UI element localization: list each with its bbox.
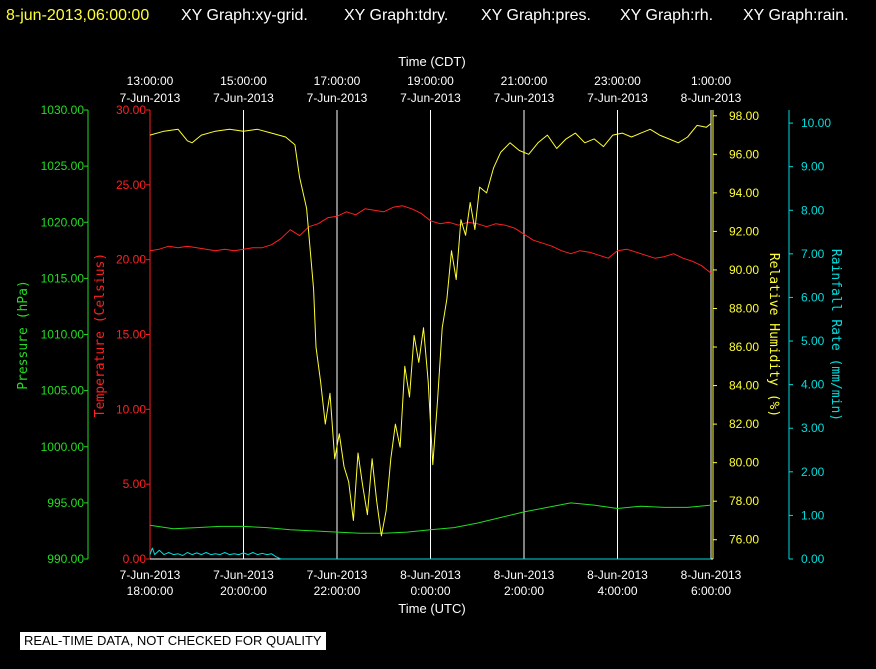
x-bottom-tick-time: 6:00:00 [691, 584, 731, 598]
rainfall-tick-label: 9.00 [801, 160, 825, 174]
x-bottom-tick-date: 8-Jun-2013 [587, 568, 648, 582]
temperature-tick-label: 10.00 [116, 402, 146, 416]
x-top-tick-date: 7-Jun-2013 [587, 91, 648, 105]
x-top-tick-date: 8-Jun-2013 [681, 91, 742, 105]
x-top-tick-date: 7-Jun-2013 [120, 91, 181, 105]
rainfall-tick-label: 1.00 [801, 508, 825, 522]
x-top-tick-date: 7-Jun-2013 [494, 91, 555, 105]
pressure-tick-label: 1015.00 [41, 271, 85, 285]
axes [84, 109, 793, 560]
humidity-tick-label: 78.00 [729, 494, 759, 508]
rainfall-tick-label: 4.00 [801, 378, 825, 392]
x-top-tick-time: 13:00:00 [127, 74, 174, 88]
x-bottom-tick-date: 8-Jun-2013 [681, 568, 742, 582]
humidity-tick-label: 82.00 [729, 417, 759, 431]
humidity-tick-label: 92.00 [729, 224, 759, 238]
grid-lines [149, 110, 712, 559]
series-lines [149, 123, 712, 560]
rainfall-tick-label: 8.00 [801, 203, 825, 217]
pressure-tick-label: 1000.00 [41, 440, 85, 454]
header-timestamp: 8-jun-2013,06:00:00 [6, 7, 149, 24]
x-bottom-tick-date: 8-Jun-2013 [494, 568, 555, 582]
pressure-tick-label: 995.00 [47, 496, 84, 510]
temperature-tick-label: 30.00 [116, 103, 146, 117]
x-top-tick-date: 7-Jun-2013 [400, 91, 461, 105]
pressure-tick-label: 1010.00 [41, 328, 85, 342]
rainfall-axis-title: Rainfall Rate (mm/min) [828, 249, 843, 421]
rainfall-tick-label: 7.00 [801, 247, 825, 261]
header-graph-xy-grid: XY Graph:xy-grid. [181, 7, 308, 24]
rainfall-tick-label: 0.00 [801, 552, 825, 566]
temperature-series-line [149, 205, 712, 274]
rainfall-tick-label: 3.00 [801, 421, 825, 435]
x-bottom-tick-time: 2:00:00 [504, 584, 544, 598]
x-top-axis-title: Time (CDT) [398, 54, 465, 69]
pressure-series-line [149, 502, 712, 534]
temperature-tick-label: 25.00 [116, 178, 146, 192]
x-bottom-tick-date: 7-Jun-2013 [120, 568, 181, 582]
humidity-tick-label: 80.00 [729, 456, 759, 470]
tick-labels: 7-Jun-2013 18:00:00 13:00:00 7-Jun-2013 7-Ju… [41, 74, 832, 598]
temperature-tick-label: 5.00 [123, 477, 147, 491]
humidity-tick-label: 88.00 [729, 301, 759, 315]
x-top-tick-time: 23:00:00 [594, 74, 641, 88]
x-top-tick-time: 17:00:00 [314, 74, 361, 88]
x-bottom-tick-date: 8-Jun-2013 [400, 568, 461, 582]
x-top-tick-time: 19:00:00 [407, 74, 454, 88]
rainfall-series-line [149, 547, 711, 560]
header-graph-tdry: XY Graph:tdry. [344, 7, 448, 24]
pressure-tick-label: 990.00 [47, 552, 84, 566]
x-bottom-tick-time: 18:00:00 [127, 584, 174, 598]
rainfall-tick-label: 2.00 [801, 465, 825, 479]
pressure-tick-label: 1025.00 [41, 159, 85, 173]
x-bottom-tick-time: 20:00:00 [220, 584, 267, 598]
humidity-axis-title: Relative Humidity (%) [766, 253, 781, 417]
humidity-series-line [149, 123, 712, 537]
temperature-axis-title: Temperature (Celsius) [93, 253, 108, 417]
x-bottom-tick-time: 0:00:00 [410, 584, 450, 598]
x-bottom-tick-time: 22:00:00 [314, 584, 361, 598]
temperature-tick-label: 0.00 [123, 552, 147, 566]
pressure-tick-label: 1030.00 [41, 103, 85, 117]
x-bottom-tick-date: 7-Jun-2013 [213, 568, 274, 582]
humidity-tick-label: 94.00 [729, 186, 759, 200]
pressure-tick-label: 1005.00 [41, 384, 85, 398]
pressure-tick-label: 1020.00 [41, 215, 85, 229]
humidity-tick-label: 90.00 [729, 263, 759, 277]
temperature-tick-label: 20.00 [116, 253, 146, 267]
humidity-tick-label: 86.00 [729, 340, 759, 354]
header-graph-pres: XY Graph:pres. [481, 7, 591, 24]
humidity-tick-label: 76.00 [729, 533, 759, 547]
rainfall-tick-label: 10.00 [801, 116, 831, 130]
humidity-tick-label: 98.00 [729, 109, 759, 123]
header-graph-rh: XY Graph:rh. [620, 7, 713, 24]
x-top-tick-time: 21:00:00 [501, 74, 548, 88]
temperature-tick-label: 15.00 [116, 328, 146, 342]
x-top-tick-date: 7-Jun-2013 [213, 91, 274, 105]
x-top-tick-time: 1:00:00 [691, 74, 731, 88]
x-bottom-tick-date: 7-Jun-2013 [307, 568, 368, 582]
header-graph-rain: XY Graph:rain. [743, 7, 849, 24]
x-top-tick-time: 15:00:00 [220, 74, 267, 88]
humidity-tick-label: 96.00 [729, 147, 759, 161]
humidity-tick-label: 84.00 [729, 379, 759, 393]
x-bottom-tick-time: 4:00:00 [597, 584, 637, 598]
pressure-axis-title: Pressure (hPa) [16, 280, 31, 390]
x-top-tick-date: 7-Jun-2013 [307, 91, 368, 105]
quality-notice: REAL-TIME DATA, NOT CHECKED FOR QUALITY [20, 632, 326, 650]
x-bottom-axis-title: Time (UTC) [398, 601, 465, 616]
rainfall-tick-label: 5.00 [801, 334, 825, 348]
rainfall-tick-label: 6.00 [801, 290, 825, 304]
